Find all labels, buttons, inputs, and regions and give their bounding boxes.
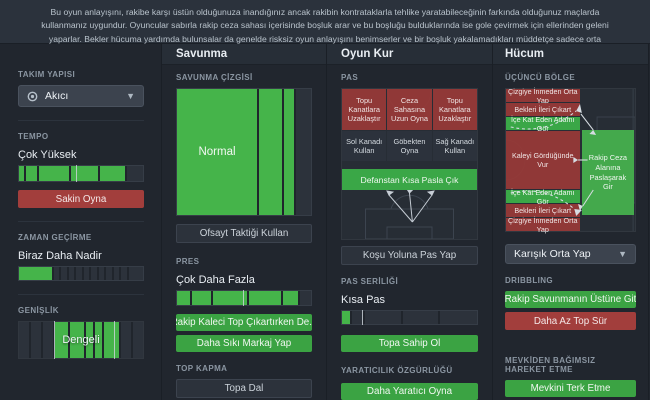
pass-cell-clear-right[interactable]: Topu Kanatlara Uzaklaştır [432,89,477,130]
pass-cell-long-box[interactable]: Ceza Sahasına Uzun Oyna [387,89,432,130]
divider [18,120,144,121]
time-wasting-slider[interactable] [18,266,144,281]
tempo-value: Çok Yüksek [18,149,77,161]
passing-label: PAS [341,73,359,82]
directness-label: PAS SERİLİĞİ [341,277,399,286]
team-shape-dropdown[interactable]: Akıcı ▼ [18,85,144,107]
width-value: Dengeli [62,334,100,346]
stick-to-positions-button[interactable]: Mevkini Terk Etme [505,380,636,397]
pass-cell-left-flank[interactable]: Sol Kanadı Kullan [342,131,387,161]
shoot-on-sight-row[interactable]: Kaleyi Gördüğünde Vur [506,131,580,189]
pass-cell-right-flank[interactable]: Sağ Kanadı Kullan [432,131,477,161]
work-ball-into-box-block[interactable]: Rakip Ceza Alanına Paslaşarak Gir [582,130,634,215]
defence-title: Savunma [162,44,326,65]
pass-into-space-button[interactable]: Koşu Yoluna Pas Yap [341,246,478,265]
cross-early-row-top[interactable]: Çizgiye İnmeden Orta Yap [506,86,580,105]
lower-tempo-button[interactable]: Sakin Oyna [18,190,144,208]
press-keeper-button[interactable]: Rakip Kaleci Top Çıkartırken De... [176,314,312,331]
defensive-line-label: SAVUNMA ÇİZGİSİ [176,73,253,82]
final-third-rows: Çizgiye İnmeden Orta Yap Bekleri İleri Ç… [506,86,580,234]
dribbling-label: DRIBBLING [505,276,554,285]
tempo-slider[interactable] [18,165,144,182]
time-wasting-label: ZAMAN GEÇİRME [18,233,92,242]
defence-column: Savunma SAVUNMA ÇİZGİSİ Normal Ofsayt Ta… [162,44,327,400]
final-third-label: ÜÇÜNCÜ BÖLGE [505,73,576,82]
divider [18,221,144,222]
pressing-value: Çok Daha Fazla [176,274,255,286]
pass-cell-middle[interactable]: Göbekten Oyna [387,131,432,161]
tactic-description: Bu oyun anlayışını, rakibe karşı üstün o… [0,0,650,57]
offside-trap-button[interactable]: Ofsayt Taktiği Kullan [176,224,312,243]
run-at-defence-button[interactable]: Rakip Savunmanın Üstüne Git [505,291,636,308]
chevron-down-icon: ▼ [618,249,627,259]
defensive-line-value: Normal [177,89,257,215]
team-shape-label: TAKIM YAPISI [18,70,76,79]
time-wasting-value: Biraz Daha Nadir [18,250,102,262]
divider [18,294,144,295]
team-shape-value: Akıcı [45,90,69,102]
width-slider[interactable]: Dengeli [18,321,144,359]
tackling-label: TOP KAPMA [176,364,228,373]
passing-grid-row-high: Topu Kanatlara Uzaklaştır Ceza Sahasına … [342,89,477,130]
chevron-down-icon: ▼ [126,91,135,101]
team-shape-icon [27,91,38,102]
crossing-value: Karışık Orta Yap [514,248,591,260]
roaming-label: MEVKİDEN BAĞIMSIZ HAREKET ETME [505,356,596,374]
cross-early-row-bottom[interactable]: Çizgiye İnmeden Orta Yap [506,215,580,234]
pressing-label: PRES [176,257,200,266]
general-column: TAKIM YAPISI Akıcı ▼ TEMPO Çok Yüksek Sa… [0,44,162,400]
passing-pitch-diagram: Topu Kanatlara Uzaklaştır Ceza Sahasına … [341,88,478,240]
crossing-dropdown[interactable]: Karışık Orta Yap ▼ [505,244,636,264]
pressing-slider[interactable] [176,290,312,306]
cutback-row-bottom[interactable]: İçe Kat Eden Adamı Gör [506,188,580,206]
tempo-label: TEMPO [18,132,49,141]
pass-cell-clear-left[interactable]: Topu Kanatlara Uzaklaştır [342,89,387,130]
buildup-title: Oyun Kur [327,44,492,65]
cutback-row-top[interactable]: İçe Kat Eden Adamı Gör [506,115,580,133]
dribble-less-button[interactable]: Daha Az Top Sür [505,312,636,330]
defensive-line-slider[interactable]: Normal [176,88,312,216]
play-out-of-defence-bar[interactable]: Defanstan Kısa Pasla Çık [342,169,477,190]
directness-value: Kısa Pas [341,294,386,306]
buildup-column: Oyun Kur PAS T [327,44,493,400]
dive-into-tackles-button[interactable]: Topa Dal [176,379,312,398]
creativity-label: YARATICILIK ÖZGÜRLÜĞÜ [341,366,453,375]
width-label: GENİŞLİK [18,306,59,315]
more-expressive-button[interactable]: Daha Yaratıcı Oyna [341,383,478,400]
attack-column: Hücum ÜÇÜNCÜ BÖLGE Çizgiye İnmeden Orta … [493,44,649,400]
passing-grid-row-mid: Sol Kanadı Kullan Göbekten Oyna Sağ Kana… [342,131,477,161]
retain-possession-button[interactable]: Topa Sahip Ol [341,335,478,352]
final-third-diagram: Çizgiye İnmeden Orta Yap Bekleri İleri Ç… [505,86,636,234]
attack-title: Hücum [493,44,648,65]
directness-slider[interactable] [341,310,478,325]
tighter-marking-button[interactable]: Daha Sıkı Markaj Yap [176,335,312,352]
